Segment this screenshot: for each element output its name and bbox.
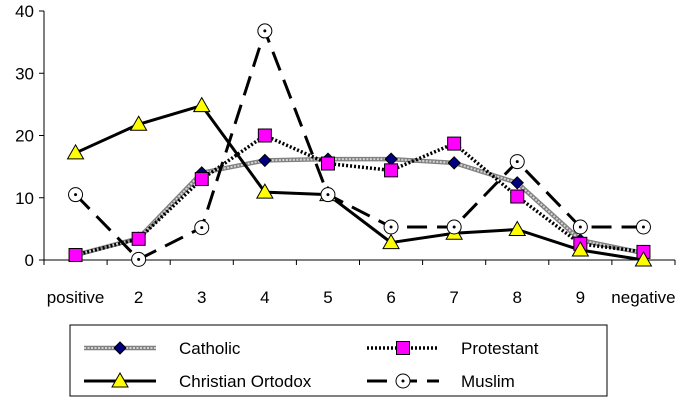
point-muslim-negative-dot xyxy=(641,225,645,229)
point-christian-ortodox-2 xyxy=(129,115,148,131)
point-muslim-7-dot xyxy=(452,225,456,229)
x-tick-label: 6 xyxy=(386,288,395,307)
point-muslim-9-dot xyxy=(578,225,582,229)
point-christian-ortodox-positive xyxy=(66,143,85,160)
y-tick-label: 20 xyxy=(15,127,34,146)
point-christian-ortodox-4 xyxy=(255,183,274,199)
point-christian-ortodox-9 xyxy=(571,241,590,257)
legend-box xyxy=(69,324,608,397)
series-markers xyxy=(66,23,653,267)
point-christian-ortodox-3 xyxy=(192,96,211,113)
point-muslim-2-dot xyxy=(137,257,141,261)
x-tick-label: 9 xyxy=(576,288,585,307)
legend-marker-catholic xyxy=(113,341,127,355)
x-tick-label: 4 xyxy=(260,288,269,307)
point-protestant-3 xyxy=(194,172,209,187)
legend-label-muslim: Muslim xyxy=(461,372,515,391)
legend-item-muslim: Muslim xyxy=(367,372,515,391)
series-catholic-line-inner xyxy=(75,158,644,256)
point-protestant-6 xyxy=(384,163,399,178)
point-protestant-5 xyxy=(320,156,335,171)
point-muslim-5-dot xyxy=(326,193,330,197)
point-protestant-4 xyxy=(257,128,272,143)
point-muslim-4-dot xyxy=(263,29,267,33)
legend-item-christian-ortodox: Christian Ortodox xyxy=(84,371,312,391)
legend-item-catholic: Catholic xyxy=(84,339,241,358)
y-tick-label: 40 xyxy=(15,2,34,21)
series-lines xyxy=(74,29,644,262)
point-christian-ortodox-8 xyxy=(508,220,527,236)
y-tick-label: 30 xyxy=(15,64,34,83)
legend-label-christian-ortodox: Christian Ortodox xyxy=(179,372,312,391)
series-protestant-line xyxy=(75,133,644,257)
legend-label-catholic: Catholic xyxy=(179,339,241,358)
y-tick-label: 0 xyxy=(25,251,34,270)
point-muslim-8-dot xyxy=(515,160,519,164)
point-christian-ortodox-negative xyxy=(634,250,653,267)
point-muslim-3-dot xyxy=(200,226,204,230)
point-muslim-6-dot xyxy=(389,225,393,229)
x-tick-label: 5 xyxy=(323,288,332,307)
point-protestant-positive xyxy=(68,248,83,263)
x-tick-label: positive xyxy=(47,288,105,307)
point-protestant-7 xyxy=(447,136,462,151)
x-tick-label: 2 xyxy=(134,288,143,307)
x-tick-labels: positive 2 3 4 5 6 7 8 9 negative xyxy=(47,288,676,307)
x-tick-label: negative xyxy=(611,288,675,307)
legend-marker-protestant xyxy=(396,341,410,355)
legend-item-protestant: Protestant xyxy=(367,339,539,358)
series-christian-ortodox-line xyxy=(74,104,644,262)
series-muslim-line xyxy=(74,29,644,261)
point-protestant-2 xyxy=(131,231,146,246)
point-muslim-positive-dot xyxy=(74,193,78,197)
legend-marker-christian-ortodox xyxy=(111,371,129,388)
x-tick-label: 7 xyxy=(449,288,458,307)
point-catholic-6 xyxy=(384,152,398,166)
y-tick-labels: 0 10 20 30 40 xyxy=(15,2,34,270)
x-tick-label: 8 xyxy=(513,288,522,307)
y-tick-label: 10 xyxy=(15,189,34,208)
point-catholic-7 xyxy=(447,156,461,170)
point-catholic-8 xyxy=(510,176,524,190)
x-tick-label: 3 xyxy=(197,288,206,307)
series-catholic-line xyxy=(74,156,644,258)
point-catholic-4 xyxy=(258,153,272,168)
point-protestant-8 xyxy=(510,189,525,204)
legend: Catholic Protestant Christian Ortodox Musli… xyxy=(69,324,608,397)
legend-marker-muslim-dot xyxy=(401,379,405,383)
point-christian-ortodox-6 xyxy=(382,233,400,250)
chart-axes xyxy=(39,10,676,265)
legend-label-protestant: Protestant xyxy=(461,339,539,358)
